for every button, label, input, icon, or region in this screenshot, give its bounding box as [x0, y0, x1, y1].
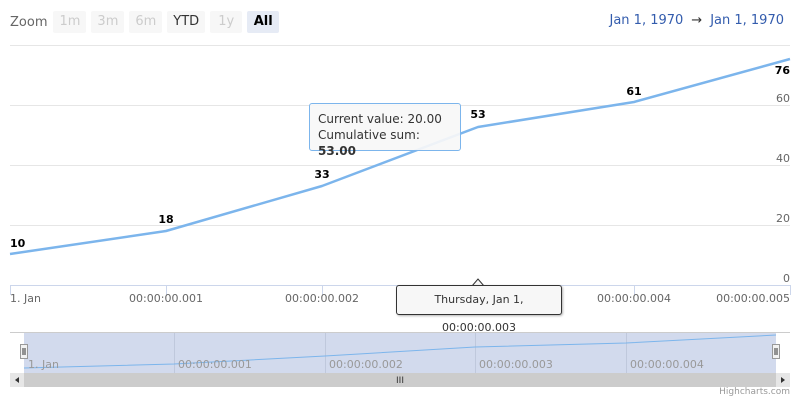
- y-tick-40: 40: [776, 152, 790, 165]
- y-tick-0: 0: [783, 272, 790, 285]
- range-button-1y[interactable]: 1y: [210, 11, 243, 33]
- y-tick-20: 20: [776, 212, 790, 225]
- x-tick-label: 00:00:00.005: [716, 292, 790, 305]
- range-button-all[interactable]: All: [247, 11, 280, 33]
- data-label: 76: [775, 64, 791, 77]
- tooltip-cumulative-value: 53.00: [318, 144, 356, 158]
- y-tick-60: 60: [776, 92, 790, 105]
- tooltip-current-label: Current value:: [318, 112, 408, 126]
- navigator-mask[interactable]: [24, 333, 776, 373]
- date-from-input[interactable]: Jan 1, 1970: [609, 13, 684, 28]
- scrollbar[interactable]: III: [10, 373, 790, 387]
- x-tick-label: 00:00:00.002: [285, 292, 359, 305]
- navigator-x-label: 00:00:00.002: [329, 358, 403, 371]
- arrow-left-icon: [15, 377, 19, 383]
- range-selector: Zoom 1m 3m 6m YTD 1y All: [10, 11, 284, 33]
- date-range-arrow: →: [691, 13, 703, 28]
- zoom-label: Zoom: [10, 14, 48, 30]
- data-labels: 10 18 33 53 61 76: [10, 64, 790, 250]
- data-label: 53: [470, 108, 485, 121]
- series-line[interactable]: [9, 57, 791, 256]
- scrollbar-grip-icon: III: [396, 376, 404, 386]
- x-axis-labels: 1. Jan 00:00:00.001 00:00:00.002 00:00:0…: [10, 292, 790, 305]
- navigator-x-label: 1. Jan: [28, 358, 59, 371]
- x-tick-label: 00:00:00.004: [597, 292, 671, 305]
- range-button-6m[interactable]: 6m: [129, 11, 163, 33]
- scrollbar-thumb[interactable]: [24, 373, 776, 387]
- range-button-3m[interactable]: 3m: [91, 11, 125, 33]
- navigator-handle-left[interactable]: [20, 344, 28, 359]
- crosshair-pointer: [471, 278, 485, 287]
- crosshair-x-label: Thursday, Jan 1, 00:00:00.003: [396, 285, 562, 334]
- range-button-ytd[interactable]: YTD: [167, 11, 206, 33]
- data-label: 18: [158, 213, 173, 226]
- point-tooltip: Current value: 20.00 Cumulative sum: 53.…: [309, 103, 461, 158]
- tooltip-current-value: 20.00: [407, 112, 442, 126]
- navigator-series: [23, 334, 777, 369]
- data-label: 10: [10, 237, 26, 250]
- y-axis-labels: 60 40 20 0: [776, 92, 790, 285]
- navigator[interactable]: 1. Jan 00:00:00.001 00:00:00.002 00:00:0…: [10, 332, 790, 374]
- scrollbar-left-button[interactable]: [10, 373, 24, 387]
- x-tick-label: 00:00:00.001: [129, 292, 203, 305]
- navigator-grid: [174, 333, 627, 373]
- tooltip-cumulative-row: Cumulative sum: 53.00: [318, 127, 452, 159]
- navigator-x-label: 00:00:00.001: [178, 358, 252, 371]
- data-label: 61: [626, 85, 641, 98]
- arrow-right-icon: [781, 377, 785, 383]
- navigator-x-label: 00:00:00.004: [630, 358, 704, 371]
- tooltip-cumulative-label: Cumulative sum:: [318, 128, 420, 142]
- date-to-input[interactable]: Jan 1, 1970: [710, 13, 784, 28]
- range-button-1m[interactable]: 1m: [53, 11, 87, 33]
- navigator-handle-right[interactable]: [772, 344, 780, 359]
- x-tick-label: 1. Jan: [10, 292, 41, 305]
- data-label: 33: [314, 168, 329, 181]
- scrollbar-right-button[interactable]: [776, 373, 790, 387]
- tooltip-current-value-row: Current value: 20.00: [318, 111, 452, 127]
- navigator-x-labels: 1. Jan 00:00:00.001 00:00:00.002 00:00:0…: [28, 358, 704, 371]
- date-range: Jan 1, 1970 → Jan 1, 1970: [610, 13, 785, 28]
- navigator-x-label: 00:00:00.003: [479, 358, 553, 371]
- credits-link[interactable]: Highcharts.com: [719, 387, 790, 397]
